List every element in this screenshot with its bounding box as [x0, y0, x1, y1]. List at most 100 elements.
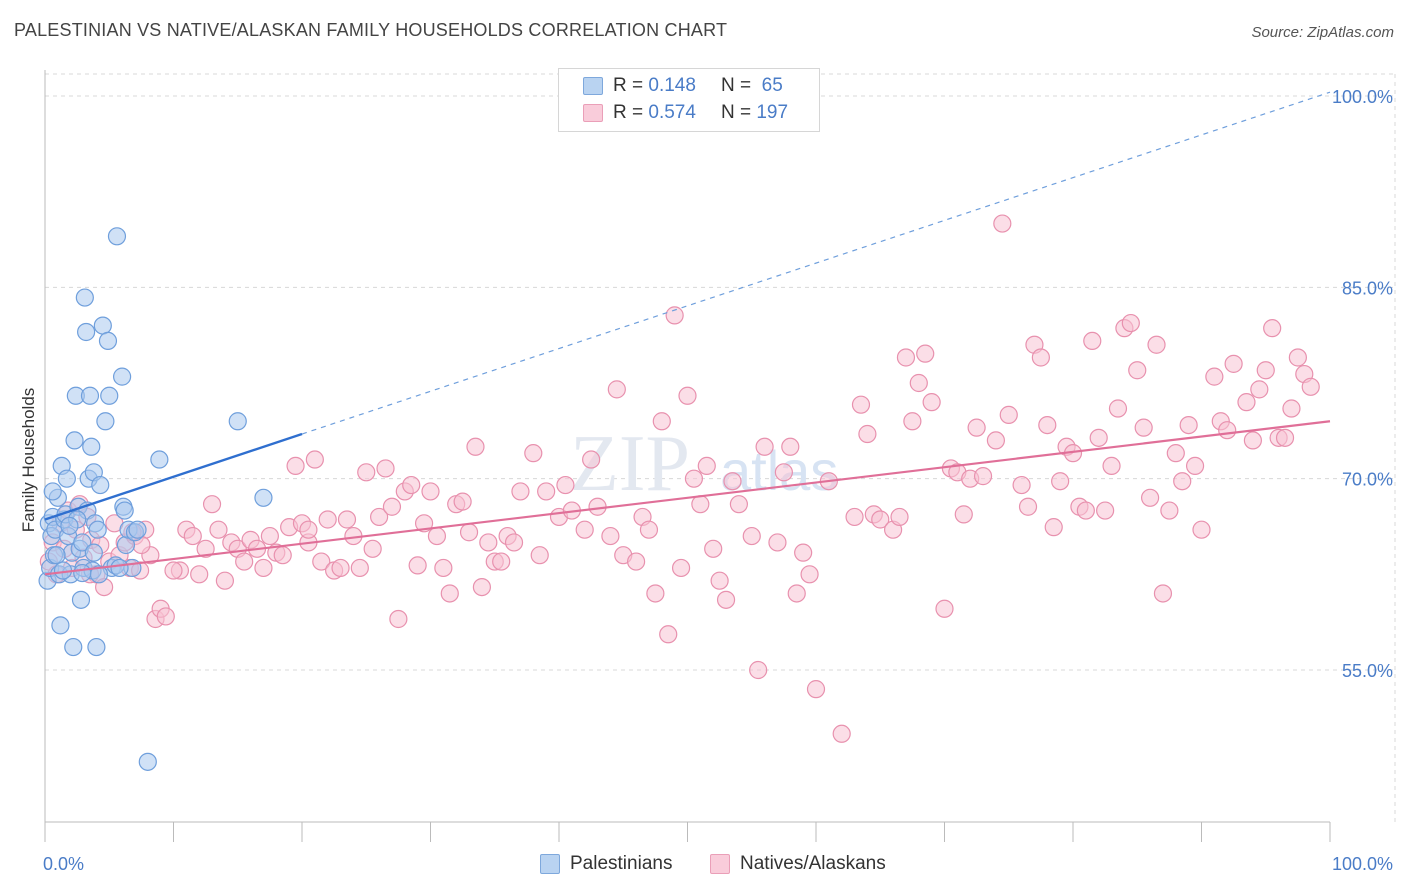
bottom-legend-label: Natives/Alaskans — [740, 853, 886, 874]
natives-point — [1038, 415, 1057, 435]
natives-point — [671, 558, 691, 578]
legend-r-value: 0.148 — [648, 75, 696, 96]
natives-point — [1128, 361, 1147, 380]
natives-point — [1250, 380, 1269, 399]
palestinians-trend-extension — [301, 91, 1331, 435]
natives-point — [582, 450, 601, 469]
natives-point — [1089, 428, 1108, 447]
y-axis-title: Family Households — [19, 388, 38, 533]
natives-point — [851, 395, 871, 414]
natives-point — [479, 533, 498, 552]
natives-point — [697, 456, 716, 476]
chart-title: PALESTINIAN VS NATIVE/ALASKAN FAMILY HOU… — [14, 20, 728, 40]
y-tick-label: 70.0% — [1342, 470, 1393, 490]
natives-point — [1121, 313, 1140, 333]
natives-point — [472, 577, 491, 597]
palestinians-point — [98, 331, 118, 351]
natives-point — [1301, 377, 1320, 396]
natives-point — [896, 348, 916, 367]
palestinians-point — [91, 475, 110, 495]
natives-point — [530, 546, 549, 565]
palestinians-point — [128, 520, 147, 539]
natives-point — [402, 475, 421, 495]
natives-point — [504, 533, 524, 552]
natives-point — [903, 412, 922, 431]
natives-point — [787, 584, 806, 603]
natives-point — [370, 507, 389, 527]
natives-point — [1102, 456, 1121, 476]
natives-point — [755, 437, 774, 456]
natives-point — [305, 450, 324, 469]
natives-point — [916, 344, 935, 363]
palestinians-point — [228, 412, 247, 431]
blue-swatch — [583, 77, 603, 95]
natives-point — [665, 306, 684, 325]
trend-lines — [44, 91, 1331, 576]
natives-point — [1160, 501, 1179, 520]
natives-point — [800, 565, 819, 584]
natives-point — [1205, 367, 1224, 386]
tick-labels: 55.0% 70.0% 85.0% 100.0% 0.0% 100.0% — [43, 87, 1393, 874]
natives-point — [922, 393, 941, 412]
x-tick-label: 0.0% — [43, 854, 84, 874]
natives-point — [832, 724, 851, 743]
legend-r-value: 0.574 — [648, 102, 696, 123]
legend-n-value: 65 — [761, 75, 783, 96]
natives-point — [260, 526, 279, 546]
natives-point — [1218, 421, 1237, 440]
natives-point — [723, 472, 742, 491]
natives-point — [1237, 393, 1256, 412]
natives-point — [710, 571, 729, 590]
natives-point — [774, 463, 793, 482]
natives-point — [954, 505, 973, 524]
palestinians-point — [84, 543, 103, 562]
natives-point — [993, 214, 1012, 233]
natives-point — [511, 482, 530, 501]
natives-point — [1179, 415, 1198, 435]
natives-point — [434, 558, 453, 578]
natives-point — [871, 510, 890, 529]
natives-point — [742, 526, 761, 546]
natives-point — [492, 552, 511, 571]
palestinians-point — [57, 469, 76, 488]
natives-point — [299, 520, 318, 539]
natives-point — [1108, 399, 1128, 418]
natives-point — [1140, 488, 1160, 507]
natives-point — [986, 431, 1006, 450]
natives-point — [1051, 472, 1070, 491]
natives-point — [794, 543, 813, 562]
legend-row-natives: R = 0.574 N = 197 — [583, 100, 788, 126]
palestinians-point — [71, 590, 91, 609]
natives-point — [524, 444, 543, 463]
natives-point — [806, 680, 826, 699]
natives-point — [639, 520, 659, 539]
natives-point — [254, 558, 273, 578]
natives-point — [678, 386, 697, 405]
natives-point — [556, 475, 575, 495]
natives-point — [414, 514, 434, 533]
palestinians-point — [93, 316, 112, 335]
palestinians-points — [38, 227, 273, 771]
natives-point — [781, 437, 800, 456]
natives-point — [337, 510, 357, 529]
natives-point — [312, 552, 331, 571]
natives-point — [626, 552, 646, 571]
natives-point — [973, 467, 993, 486]
natives-point — [1166, 444, 1185, 463]
natives-point — [749, 660, 768, 680]
palestinians-point — [110, 558, 129, 578]
palestinians-point — [80, 386, 100, 405]
natives-point — [235, 552, 254, 571]
source-credit: Source: ZipAtlas.com — [1251, 24, 1394, 41]
natives-point — [1147, 335, 1166, 354]
natives-point — [331, 558, 350, 578]
palestinians-point — [73, 563, 92, 583]
natives-point — [1044, 518, 1063, 537]
natives-point — [1076, 501, 1095, 520]
natives-point — [164, 561, 183, 580]
natives-point — [376, 459, 395, 478]
natives-trend-line — [44, 420, 1331, 576]
bottom-legend-natives: Natives/Alaskans — [710, 851, 886, 877]
legend-n-label: N = — [720, 102, 752, 123]
palestinians-point — [100, 386, 119, 405]
